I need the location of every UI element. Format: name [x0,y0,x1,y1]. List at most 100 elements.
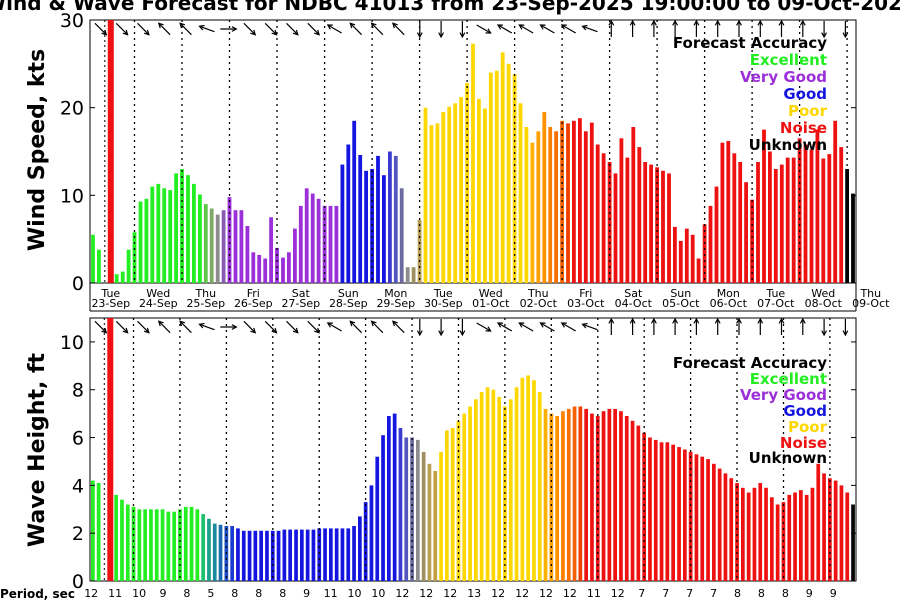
bar [439,451,443,581]
day-name-label: Mon [717,287,740,300]
bar [329,528,333,581]
bar [770,497,774,581]
wind-direction-arrow [94,22,108,36]
bar [137,509,142,581]
bar [462,413,467,581]
bar [358,155,363,283]
bar [227,197,232,283]
bar [625,157,630,283]
date-label: 06-Oct [710,297,748,310]
y-tick-label: 0 [72,273,84,295]
period-value: 9 [830,587,837,600]
bar [346,144,351,283]
bar [282,529,287,581]
bar [750,199,754,283]
bar [352,120,357,283]
bar [178,509,182,581]
bar [411,267,416,283]
day-name-label: Sat [292,287,311,300]
date-label: 05-Oct [662,297,700,310]
y-tick-label: 30 [60,10,84,32]
wind-direction-arrow [157,320,171,334]
bar [506,63,511,283]
bar [405,267,410,283]
bar [543,408,548,581]
bar [758,483,763,581]
bar [706,459,710,581]
bar [450,428,455,581]
wave-ylabel: Wave Height, ft [25,352,50,547]
period-value: 12 [84,587,98,600]
legend-unknown-2: Unknown [749,449,827,467]
bar [198,194,202,283]
legend-noise-2: Noise [780,434,827,452]
bar [589,122,594,283]
bar [270,530,275,581]
bar [447,106,452,283]
date-label: 08-Oct [805,297,843,310]
bar [566,408,571,581]
bar [512,74,517,284]
wind-direction-arrow [518,322,534,332]
bar [822,473,826,581]
wind-direction-arrow [736,19,742,37]
bar [429,125,434,283]
period-value: 12 [395,587,409,600]
wind-ylabel: Wind Speed, kts [25,49,50,251]
legend-wind: Forecast Accuracy Excellent Very Good Go… [673,34,828,154]
bar [583,131,588,283]
bar [459,97,463,283]
bar [172,511,176,581]
bar [304,188,309,283]
wind-direction-arrow [198,24,215,33]
bar [673,226,677,283]
bar [554,131,558,283]
wind-direction-arrow [370,22,384,36]
bar [195,509,200,581]
wind-direction-arrow [629,19,636,37]
day-name-label: Thu [194,287,216,300]
bar [298,205,303,283]
bar [648,437,652,581]
wind-direction-arrow [94,320,108,334]
date-label: 09-Oct [852,297,890,310]
date-label: 23-Sep [91,297,130,310]
bar [203,204,208,283]
legend-excellent: Excellent [750,51,827,69]
wind-direction-arrow [560,322,576,332]
day-name-label: Sat [624,287,643,300]
bar [732,153,737,283]
bar [114,494,118,581]
bar [421,451,426,581]
bar [741,487,745,581]
wind-direction-arrow [821,319,828,337]
wind-direction-arrow [264,22,278,36]
wind-direction-arrow [459,21,466,39]
date-label: 02-Oct [520,297,558,310]
bar [275,247,279,283]
wind-direction-arrow [243,22,257,36]
bar [120,271,125,283]
bar [526,375,530,581]
wind-direction-arrow [650,19,657,37]
bar [241,530,246,581]
bar [642,432,646,581]
bar [752,487,757,581]
bar [340,164,345,283]
bar [653,439,658,581]
bar [671,444,675,581]
bar [762,129,766,283]
period-value: 10 [132,587,146,600]
bar [613,173,618,283]
bar [793,492,797,581]
bar [636,425,641,581]
bar [276,530,281,581]
legend-heading: Forecast Accuracy [673,34,827,52]
wind-direction-arrow [778,317,785,335]
bar [281,257,285,283]
bar [265,530,269,581]
wind-direction-arrow [736,317,742,335]
wind-direction-arrow [560,24,576,34]
bar [494,70,499,283]
bar [590,413,594,581]
